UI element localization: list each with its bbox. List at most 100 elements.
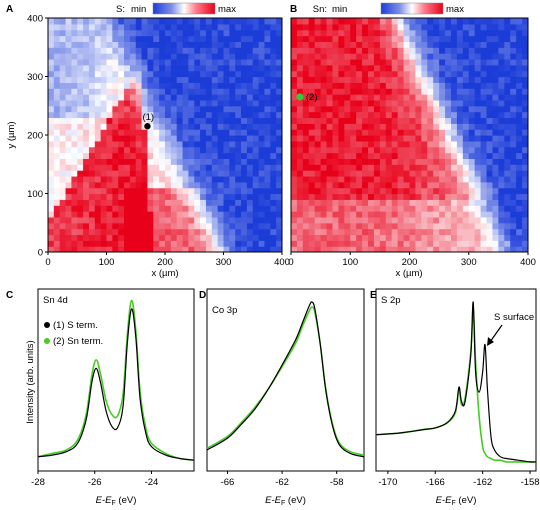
heatmap-cell xyxy=(362,23,369,31)
heatmap-cell xyxy=(276,181,282,189)
heatmap-cell xyxy=(368,53,375,60)
heatmap-cell xyxy=(71,82,78,89)
heatmap-cell xyxy=(522,170,528,177)
heatmap-cell xyxy=(182,135,189,142)
heatmap-cell xyxy=(141,41,149,48)
heatmap-cell xyxy=(223,158,230,165)
heatmap-cell xyxy=(258,94,266,101)
heatmap-cell xyxy=(409,146,417,154)
heatmap-cell xyxy=(344,88,351,95)
heatmap-cell xyxy=(427,58,434,66)
heatmap-cell xyxy=(456,99,464,107)
heatmap-cell xyxy=(397,99,405,107)
heatmap-cell xyxy=(229,18,236,25)
heatmap-cell xyxy=(94,140,102,148)
heatmap-cell xyxy=(462,76,470,83)
heatmap-cell xyxy=(124,105,131,113)
heatmap-cell xyxy=(48,123,55,130)
heatmap-cell xyxy=(296,199,304,206)
heatmap-cell xyxy=(77,140,84,148)
heatmap-cell xyxy=(403,105,411,113)
heatmap-cell xyxy=(135,205,143,212)
heatmap-cell xyxy=(88,216,96,224)
heatmap-cell xyxy=(229,164,236,171)
heatmap-cell xyxy=(350,18,357,25)
heatmap-cell xyxy=(118,53,125,60)
heatmap-cell xyxy=(77,199,84,206)
heatmap-cell xyxy=(456,135,464,142)
heatmap-cell xyxy=(65,129,72,136)
heatmap-cell xyxy=(235,187,242,195)
heatmap-cell xyxy=(474,105,482,113)
heatmap-cell xyxy=(450,199,458,206)
heatmap-cell xyxy=(252,35,260,42)
heatmap-cell xyxy=(314,211,322,218)
heatmap-cell xyxy=(302,140,310,148)
heatmap-cell xyxy=(338,99,345,107)
heatmap-cell xyxy=(217,129,225,136)
heatmap-cell xyxy=(486,152,494,159)
heatmap-cell xyxy=(258,140,266,148)
heatmap-cell xyxy=(258,211,266,218)
heatmap-cell xyxy=(141,240,149,247)
panel-label-a: A xyxy=(6,4,13,15)
heatmap-cell xyxy=(194,47,201,54)
heatmap-cell xyxy=(522,234,528,241)
heatmap-cell xyxy=(129,41,137,48)
heatmap-cell xyxy=(112,146,119,154)
heatmap-cell xyxy=(106,123,113,130)
heatmap-cell xyxy=(124,64,131,72)
heatmap-cell xyxy=(170,123,178,130)
heatmap-cell xyxy=(456,222,464,230)
heatmap-cell xyxy=(235,246,242,252)
heatmap-cell xyxy=(147,123,154,130)
heatmap-cell xyxy=(474,193,482,200)
heatmap-cell xyxy=(415,135,422,142)
heatmap-cell xyxy=(356,199,363,206)
heatmap-cell xyxy=(135,140,143,148)
heatmap-cell xyxy=(391,175,399,183)
heatmap-cell xyxy=(368,70,375,78)
heatmap-cell xyxy=(522,181,528,189)
heatmap-cell xyxy=(510,228,517,236)
heatmap-cell xyxy=(456,205,464,212)
heatmap-cell xyxy=(153,99,160,107)
heatmap-cell xyxy=(235,35,242,42)
heatmap-cell xyxy=(421,88,428,95)
heatmap-cell xyxy=(71,175,78,183)
heatmap-cell xyxy=(350,216,357,224)
heatmap-cell xyxy=(480,140,488,148)
heatmap-cell xyxy=(100,146,108,154)
heatmap-cell xyxy=(450,70,458,78)
heatmap-cell xyxy=(194,105,201,113)
heatmap-cell xyxy=(205,82,213,89)
heatmap-cell xyxy=(379,199,387,206)
heatmap-cell xyxy=(397,164,405,171)
heatmap-cell xyxy=(385,53,393,60)
heatmap-cell xyxy=(391,82,399,89)
heatmap-cell xyxy=(129,76,137,83)
heatmap-cell xyxy=(320,205,328,212)
heatmap-cell xyxy=(147,76,154,83)
heatmap-cell xyxy=(332,70,339,78)
heatmap-cell xyxy=(462,216,470,224)
heatmap-cell xyxy=(147,129,154,136)
heatmap-cell xyxy=(135,152,143,159)
heatmap-cell xyxy=(118,246,125,252)
heatmap-cell xyxy=(211,170,219,177)
heatmap-cell xyxy=(188,216,195,224)
heatmap-cell xyxy=(276,70,282,78)
heatmap-cell xyxy=(83,35,90,42)
heatmap-cell xyxy=(194,228,201,236)
heatmap-cell xyxy=(474,234,482,241)
heatmap-cell xyxy=(270,135,277,142)
heatmap-cell xyxy=(182,88,189,95)
heatmap-cell xyxy=(223,175,230,183)
heatmap-cell xyxy=(332,181,339,189)
heatmap-cell xyxy=(211,211,219,218)
heatmap-cell xyxy=(83,47,90,54)
heatmap-cell xyxy=(182,99,189,107)
heatmap-cell xyxy=(291,76,298,83)
heatmap-cell xyxy=(373,222,381,230)
heatmap-cell xyxy=(291,140,298,148)
